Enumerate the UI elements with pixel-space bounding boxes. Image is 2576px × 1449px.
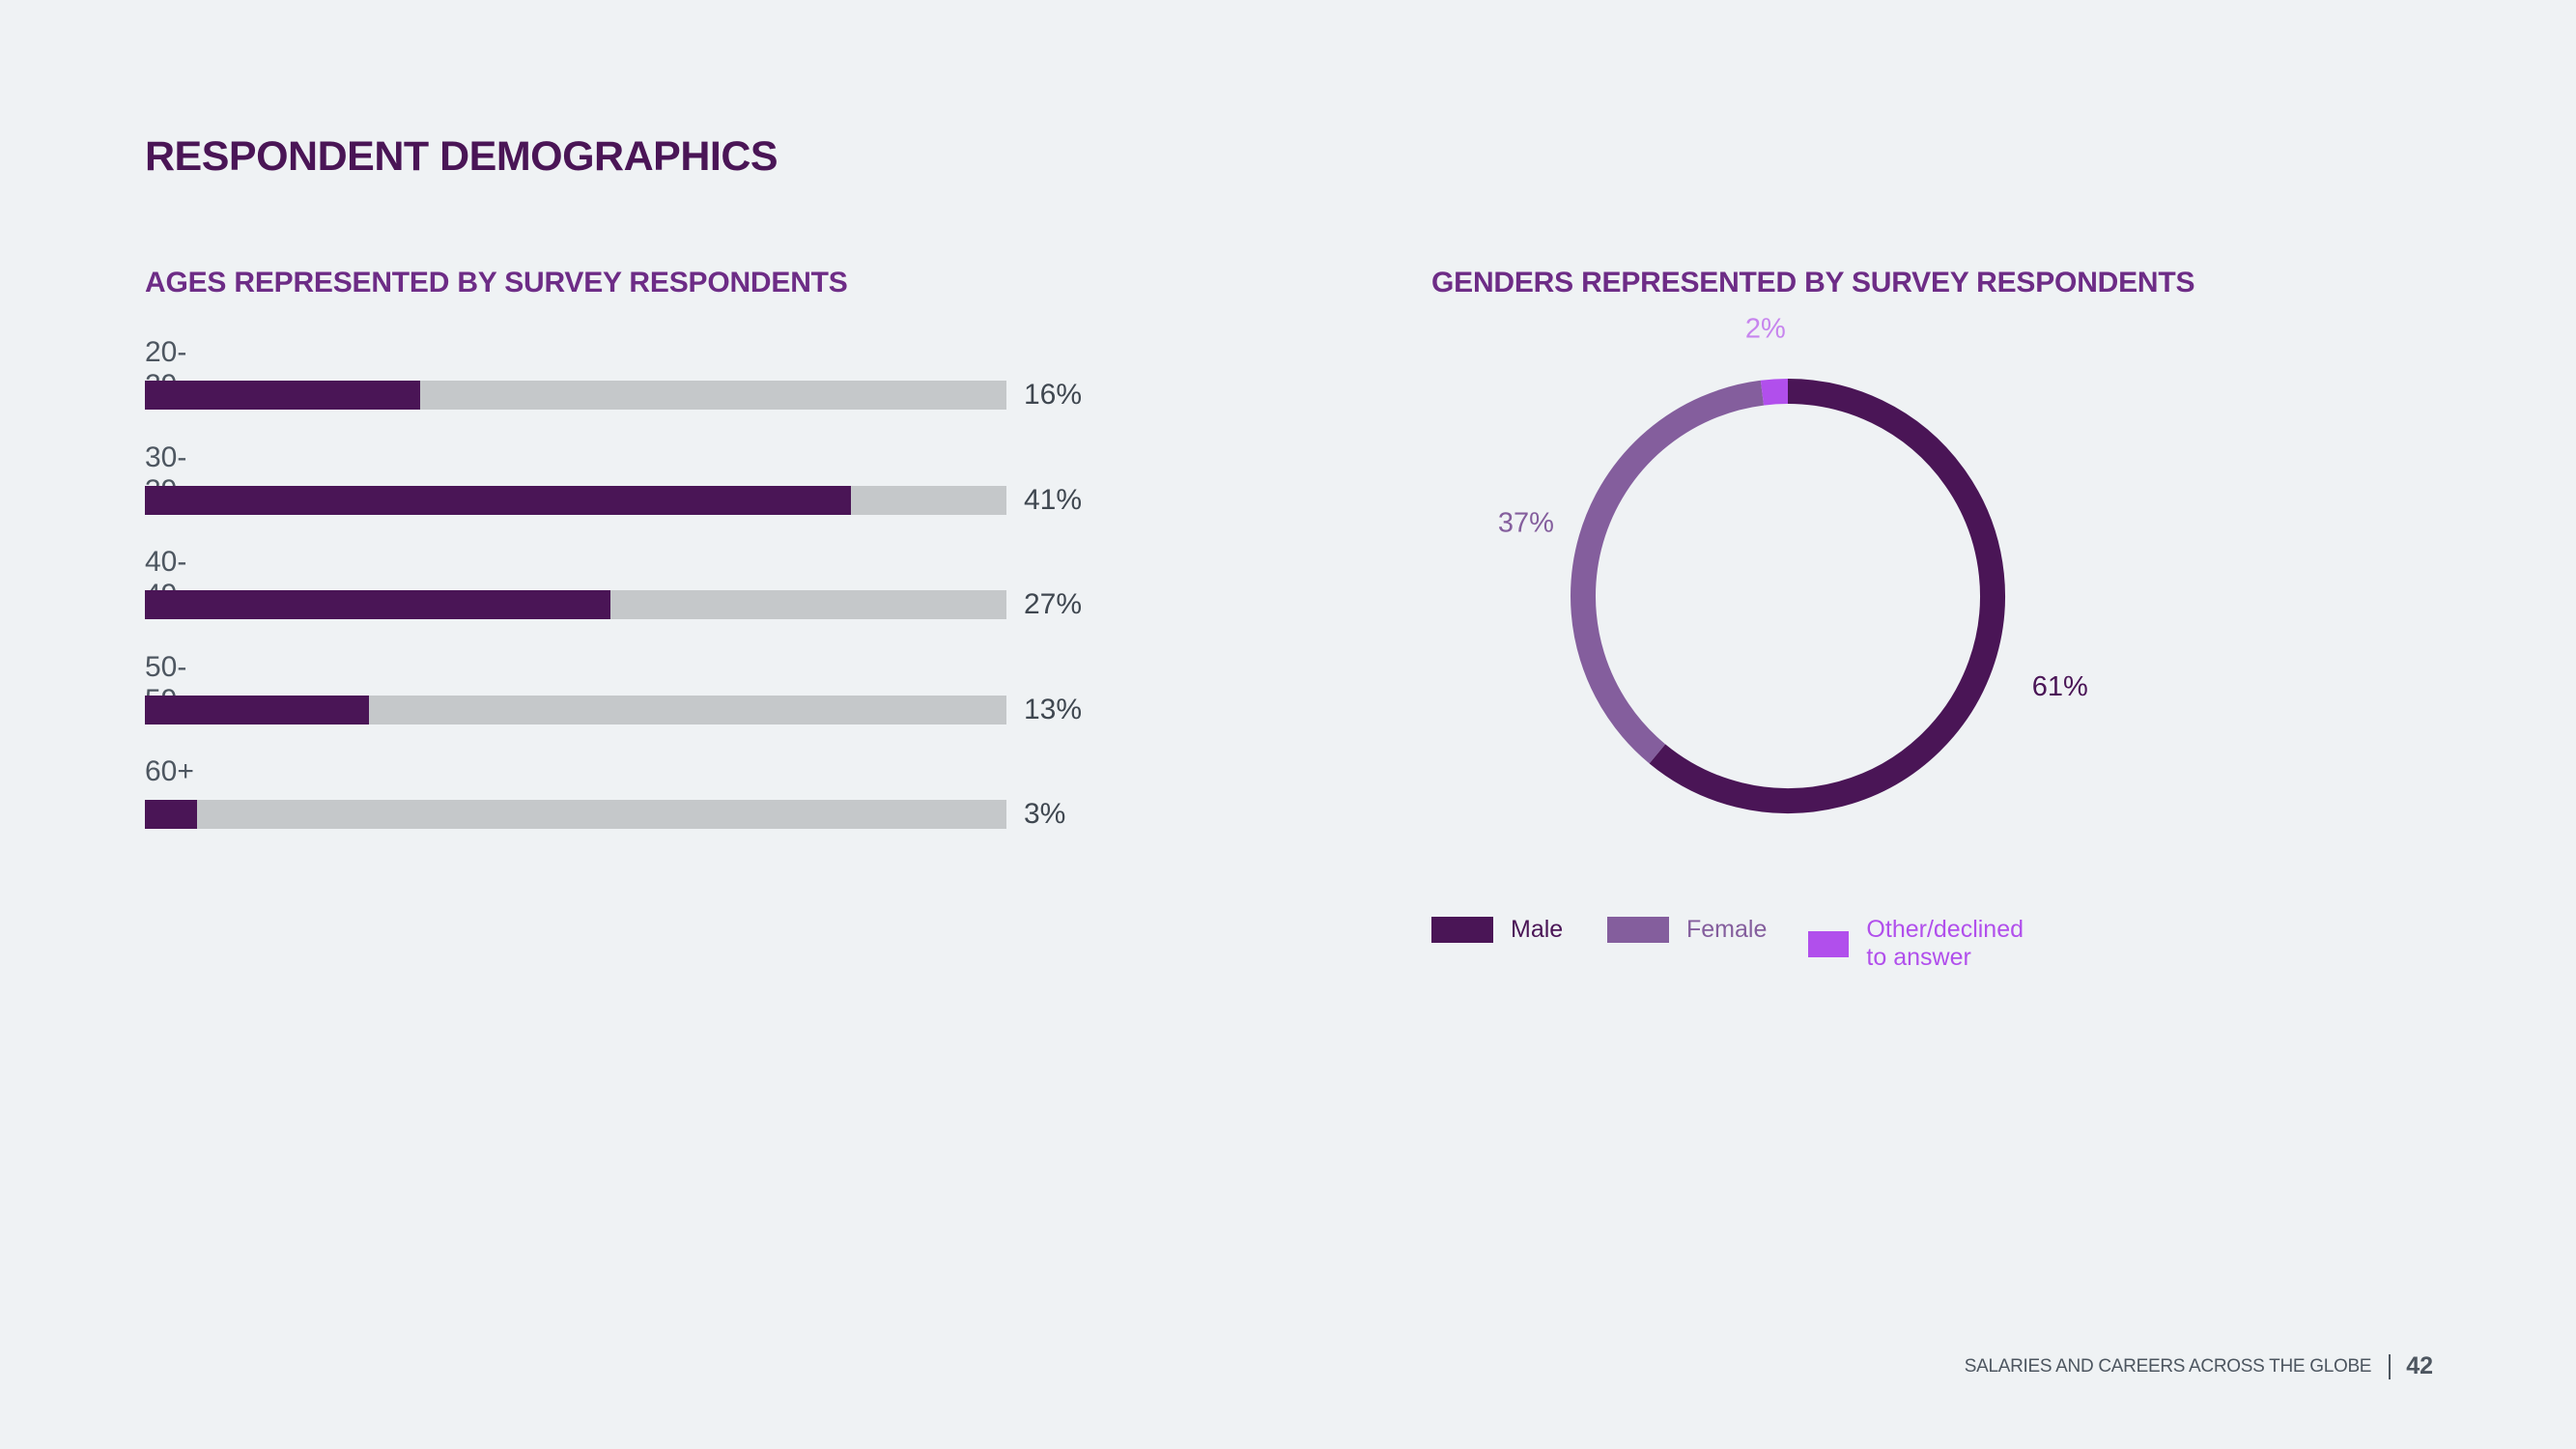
page-footer: SALARIES AND CAREERS ACROSS THE GLOBE 42 bbox=[1965, 1352, 2433, 1380]
age-value-label: 3% bbox=[1024, 798, 1066, 830]
donut-label-female: 37% bbox=[1498, 508, 1554, 539]
age-bar bbox=[145, 590, 610, 619]
age-bar-track bbox=[145, 590, 1006, 619]
donut-label-other: 2% bbox=[1745, 314, 1786, 345]
age-value-label: 27% bbox=[1024, 588, 1083, 620]
page-title: RESPONDENT DEMOGRAPHICS bbox=[145, 133, 778, 180]
legend-label-female: Female bbox=[1686, 916, 1768, 943]
legend-swatch-female bbox=[1607, 917, 1669, 943]
legend-item-male: Male bbox=[1431, 916, 1563, 944]
age-bar bbox=[145, 800, 197, 829]
legend-item-female: Female bbox=[1607, 916, 1767, 944]
gender-donut-chart: 61% 37% 2% bbox=[1498, 314, 2088, 813]
footer-text: SALARIES AND CAREERS ACROSS THE GLOBE bbox=[1964, 1355, 2372, 1377]
genders-chart-title: GENDERS REPRESENTED BY SURVEY RESPONDENT… bbox=[1431, 267, 2195, 298]
age-bar bbox=[145, 381, 421, 410]
age-category-label: 60+ bbox=[145, 755, 194, 787]
donut-segment-female bbox=[1571, 380, 1765, 764]
age-value-label: 13% bbox=[1024, 693, 1083, 725]
legend-item-other: Other/declined to answer bbox=[1808, 916, 2045, 972]
age-value-label: 16% bbox=[1024, 379, 1083, 411]
legend-label-male: Male bbox=[1511, 916, 1564, 943]
age-bar-track bbox=[145, 485, 1006, 515]
legend-label-other: Other/declined to answer bbox=[1866, 916, 2024, 971]
age-bar-track bbox=[145, 695, 1006, 724]
age-bar bbox=[145, 695, 369, 724]
age-bar-track bbox=[145, 800, 1006, 829]
ages-chart-title: AGES REPRESENTED BY SURVEY RESPONDENTS bbox=[145, 267, 848, 298]
age-bar-track bbox=[145, 381, 1006, 410]
footer-divider bbox=[2389, 1353, 2392, 1379]
donut-segment-male bbox=[1649, 379, 2005, 813]
page-number: 42 bbox=[2406, 1352, 2433, 1379]
legend-swatch-other bbox=[1808, 930, 1850, 957]
donut-label-male: 61% bbox=[2032, 671, 2088, 702]
donut-segment-other bbox=[1760, 379, 1789, 406]
legend-swatch-male bbox=[1431, 917, 1493, 943]
age-bar bbox=[145, 485, 852, 515]
age-value-label: 41% bbox=[1024, 483, 1083, 516]
